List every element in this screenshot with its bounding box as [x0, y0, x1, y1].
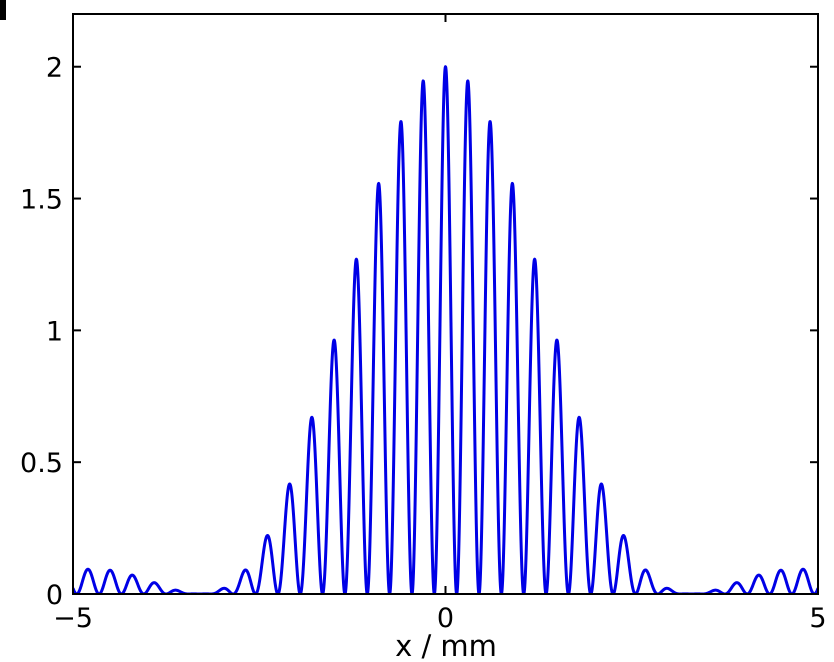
x-tick-label: 5: [809, 603, 826, 634]
y-tick-label: 0: [46, 580, 63, 611]
plot-frame: [72, 13, 819, 595]
tick-labels: −5 0 500.511.52: [20, 53, 827, 634]
y-tick-label: 1.5: [20, 185, 63, 216]
y-tick-label: 1: [46, 316, 63, 347]
x-tick-label: −5: [53, 603, 93, 634]
corner-mark: [0, 0, 6, 20]
x-axis-label: x / mm: [395, 629, 497, 662]
plot-background: [73, 14, 818, 594]
y-tick-label: 0.5: [20, 448, 63, 479]
x-tick-label: 0: [437, 603, 454, 634]
y-tick-label: 2: [46, 53, 63, 84]
